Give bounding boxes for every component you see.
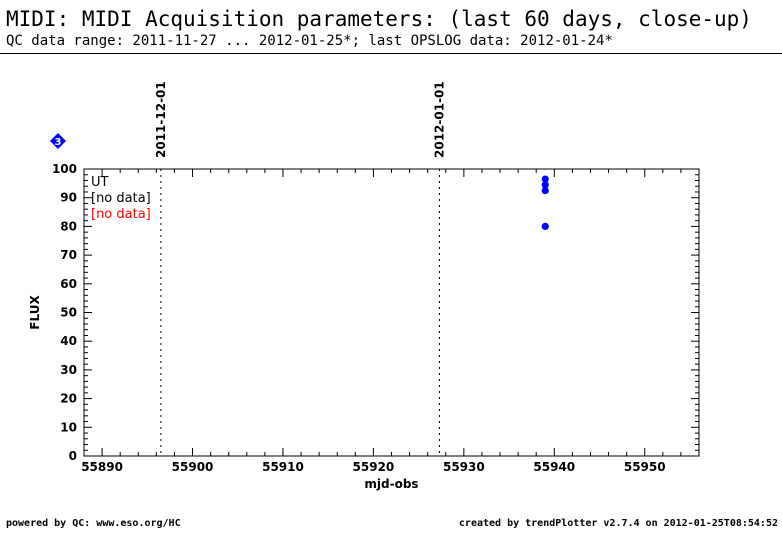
axes: 55890 55900 55910 55920 55930 55940 55950 0 10 20… — [28, 162, 700, 491]
x-tick-label: 55900 — [172, 460, 214, 474]
legend-entry: UT — [91, 175, 109, 190]
diamond-badge-icon: 3 — [50, 133, 66, 149]
y-tick-label: 80 — [60, 219, 77, 233]
date-marker-label: 2012-01-01 — [432, 81, 446, 158]
legend-entry: [no data] — [91, 191, 151, 206]
y-tick-label: 90 — [60, 191, 77, 205]
y-tick-label: 40 — [60, 334, 77, 348]
badge-diamond — [50, 133, 66, 149]
data-point — [541, 186, 549, 195]
data-point — [541, 222, 549, 230]
legend: UT[no data][no data] — [91, 175, 151, 222]
x-axis-label: mjd-obs — [364, 477, 418, 491]
footer-created: created by trendPlotter v2.7.4 on 2012-0… — [458, 518, 778, 529]
legend-entry: [no data] — [91, 207, 151, 222]
y-tick-label: 30 — [60, 363, 77, 377]
y-tick-label: 100 — [52, 162, 77, 176]
y-tick-label: 60 — [60, 277, 77, 291]
x-tick-label: 55930 — [443, 460, 485, 474]
date-marker-label: 2011-12-01 — [154, 81, 168, 158]
y-tick-label: 70 — [60, 248, 77, 262]
data-point — [541, 181, 549, 189]
title-divider — [0, 53, 782, 54]
chart-subtitle: QC data range: 2011-11-27 ... 2012-01-25… — [6, 33, 613, 49]
badge-label: 3 — [55, 137, 62, 148]
footer-credit: powered by QC: www.eso.org/HC — [6, 518, 181, 529]
plot-area: 3 55890 55900 55910 55920 55930 55940 55950 0 10… — [28, 81, 700, 491]
y-axis-label: FLUX — [28, 295, 42, 330]
plot-frame — [83, 168, 700, 457]
data-point — [541, 175, 549, 183]
x-tick-label: 55950 — [624, 460, 666, 474]
y-tick-label: 50 — [60, 306, 77, 320]
chart-title: MIDI: MIDI Acquisition parameters: (last… — [6, 7, 752, 31]
x-tick-label: 55910 — [262, 460, 304, 474]
data-points — [541, 175, 549, 230]
y-tick-label: 10 — [60, 420, 77, 434]
x-tick-label: 55940 — [533, 460, 575, 474]
y-tick-label: 20 — [60, 392, 77, 406]
x-tick-label: 55920 — [353, 460, 395, 474]
date-markers: 2011-12-01 2012-01-01 — [154, 81, 446, 456]
x-tick-label: 55890 — [81, 460, 123, 474]
y-tick-label: 0 — [69, 449, 77, 463]
